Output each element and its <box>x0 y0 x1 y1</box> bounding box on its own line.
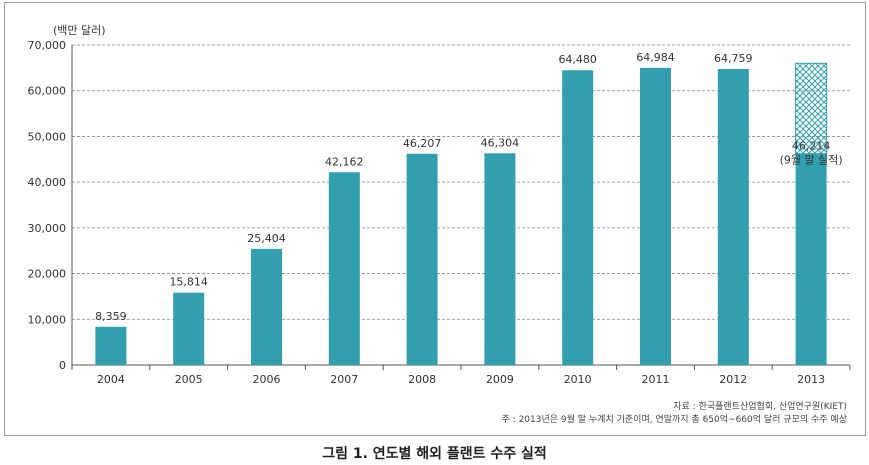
x-tick-label: 2012 <box>719 373 747 386</box>
bar-value-label: 15,814 <box>169 276 208 289</box>
y-tick-label: 0 <box>59 359 66 372</box>
bar-2011 <box>640 67 671 365</box>
bar-2005 <box>173 292 205 365</box>
x-tick-label: 2008 <box>408 373 436 386</box>
bar-2006 <box>251 248 282 365</box>
x-tick-label: 2007 <box>330 373 358 386</box>
bar-value-label: 8,359 <box>95 310 127 323</box>
y-tick-label: 60,000 <box>28 85 67 98</box>
x-tick-label: 2013 <box>797 373 825 386</box>
chart-frame: 0 10,000 20,000 30,000 40,000 50,000 60,000 70,… <box>4 2 866 436</box>
bar-value-label: 46,214 <box>792 140 831 153</box>
bar-2009 <box>484 153 516 365</box>
bar-value-label: 25,404 <box>247 232 286 245</box>
footnote: 주 : 2013년은 9월 말 누계치 기준이며, 연말까지 총 650억~66… <box>501 415 847 425</box>
y-tick-label: 30,000 <box>28 222 67 235</box>
y-tick-label: 20,000 <box>28 268 67 281</box>
y-tick-label: 10,000 <box>28 313 67 326</box>
bar-value-label: 64,480 <box>558 53 597 66</box>
x-tick-label: 2011 <box>642 373 670 386</box>
bar-2008 <box>406 153 438 365</box>
x-tick-label: 2006 <box>253 373 281 386</box>
bar-2013 <box>795 153 827 365</box>
y-axis-label: (백만 달러) <box>53 24 106 37</box>
y-tick-label: 70,000 <box>28 39 67 52</box>
projection-bar <box>795 62 828 155</box>
x-tick-label: 2010 <box>564 373 592 386</box>
x-tick-label: 2005 <box>175 373 203 386</box>
bar-2007 <box>328 172 360 365</box>
bar-2004 <box>95 326 127 365</box>
bar-chart: 0 10,000 20,000 30,000 40,000 50,000 60,000 70,… <box>28 24 851 386</box>
y-tick-label: 50,000 <box>28 130 67 143</box>
bar-2012 <box>717 68 749 365</box>
bar-value-label: 42,162 <box>325 155 364 168</box>
bar-value-label: 46,304 <box>481 136 520 149</box>
source-note: 자료 : 한국플랜트산업협회, 산업연구원(KIET) <box>673 402 847 412</box>
bar-annotation: (9월 말 실적) <box>780 154 843 167</box>
bar-value-label: 64,984 <box>636 51 675 64</box>
figure-caption: 그림 1. 연도별 해외 플랜트 수주 실적 <box>322 446 547 462</box>
x-tick-label: 2009 <box>486 373 514 386</box>
bar-2010 <box>562 70 594 365</box>
bar-value-label: 46,207 <box>403 137 442 150</box>
y-tick-label: 40,000 <box>28 176 67 189</box>
x-tick-label: 2004 <box>97 373 125 386</box>
bar-value-label: 64,759 <box>714 52 753 65</box>
